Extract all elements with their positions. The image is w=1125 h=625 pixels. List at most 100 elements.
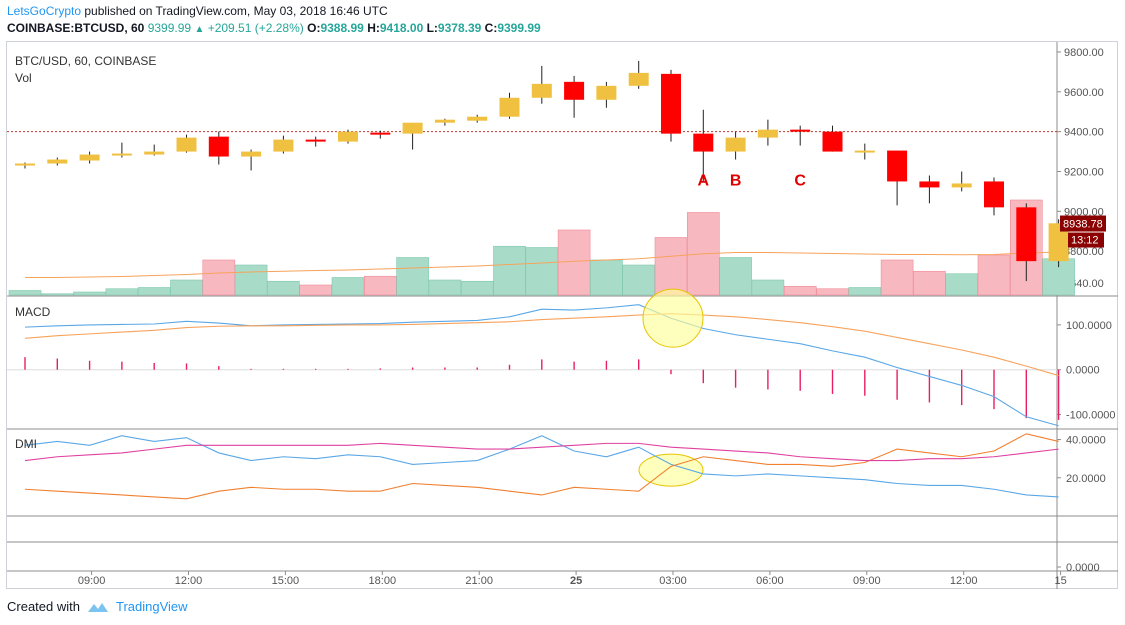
time-axis-label: 21:00 <box>465 575 493 587</box>
macd-axis-label: -100.0000 <box>1066 410 1116 422</box>
candle-body <box>1048 223 1069 262</box>
volume-ma-line <box>25 251 1059 278</box>
symbol-quote: COINBASE:BTCUSD, 60 9399.99 ▲ +209.51 (+… <box>7 21 541 35</box>
volume-bar <box>105 288 139 296</box>
candle-body <box>176 137 197 152</box>
time-axis-label: 06:00 <box>756 575 784 587</box>
volume-bar <box>331 277 365 296</box>
price-tag <box>1060 215 1106 232</box>
close-value: 9399.99 <box>497 21 541 35</box>
publisher-link[interactable]: LetsGoCrypto <box>7 4 82 18</box>
volume-bar <box>751 279 785 296</box>
macd-signal-line <box>24 313 1059 377</box>
price-axis-label: 9000.00 <box>1064 206 1104 218</box>
volume-bar <box>299 284 333 296</box>
volume-bar <box>428 279 462 296</box>
dmi-plus-line <box>24 435 1059 498</box>
candle-body <box>790 129 811 132</box>
last-price: 9399.99 <box>147 21 192 35</box>
candle-body <box>693 133 714 152</box>
tradingview-link[interactable]: TradingView <box>115 599 188 614</box>
adx-line <box>24 442 1059 462</box>
volume-bar <box>977 254 1011 296</box>
price-change: +209.51 (+2.28%) <box>207 21 304 35</box>
tradingview-logo-icon <box>87 602 108 612</box>
annotation-label: B <box>730 172 742 189</box>
chart-canvas[interactable]: 9800.00 9600.00 9400.00 9200.00 9000.00 8800.… <box>0 0 1125 600</box>
high-label: H: <box>367 21 380 35</box>
candle-body <box>725 137 746 152</box>
candle-body <box>208 136 229 157</box>
volume-bar <box>880 259 914 296</box>
low-value: 9378.39 <box>437 21 482 35</box>
volume-bar <box>234 264 268 296</box>
footer: Created with TradingView <box>7 599 188 614</box>
time-axis-label: 15 <box>1054 575 1066 587</box>
candle-body <box>984 181 1004 208</box>
candle-body <box>919 181 940 188</box>
volume-bar <box>40 293 74 296</box>
volume-bar <box>137 287 171 296</box>
dmi-axis-label: 40.0000 <box>1066 435 1106 447</box>
price-tag-label: 8938.78 <box>1063 219 1103 231</box>
candle-body <box>854 150 875 153</box>
volume-bar <box>493 245 526 296</box>
symbol-label: COINBASE:BTCUSD, 60 <box>7 21 145 35</box>
volume-bar <box>783 285 817 296</box>
candle-body <box>144 151 165 155</box>
volume-bar <box>557 229 591 296</box>
low-label: L: <box>426 21 438 35</box>
price-axis-label: 9800.00 <box>1064 47 1104 59</box>
dmi-axis-label: 20.0000 <box>1066 473 1106 485</box>
candle-body <box>757 129 778 138</box>
candle-body <box>370 132 391 135</box>
candle-body <box>628 72 649 86</box>
volume-bar <box>848 287 882 296</box>
candle-body <box>241 151 262 157</box>
candle-body <box>1016 207 1037 262</box>
time-axis-label: 18:00 <box>369 575 397 587</box>
time-axis-label: 09:00 <box>853 575 881 587</box>
macd-axis-label: 0.0000 <box>1066 365 1100 377</box>
annotation-label: C <box>794 172 806 189</box>
candle-body <box>305 139 326 142</box>
volume-bar <box>267 280 300 296</box>
volume-bar <box>945 273 979 296</box>
open-value: 9388.99 <box>320 21 364 35</box>
published-text: published on TradingView.com, May 03, 20… <box>81 4 388 18</box>
candle-body <box>531 83 552 98</box>
volume-bar <box>816 288 849 296</box>
volume-bar <box>719 257 752 296</box>
annotation-label: A <box>698 172 710 189</box>
price-pane-subtitle: Vol <box>15 71 32 85</box>
close-label: C: <box>484 21 498 35</box>
volume-bar <box>460 280 494 296</box>
time-axis-label: 03:00 <box>659 575 687 587</box>
created-with-text: Created with <box>7 599 80 614</box>
volume-bar <box>363 275 397 296</box>
volume-bar <box>73 291 106 296</box>
macd-crossover-highlight <box>642 288 704 348</box>
candle-body <box>499 97 520 117</box>
candle-body <box>822 131 843 152</box>
candle-body <box>15 163 35 166</box>
price-axis-label: 9200.00 <box>1064 166 1104 178</box>
volume-bar <box>622 264 656 296</box>
up-arrow-icon: ▲ <box>194 24 205 35</box>
candle-body <box>467 116 488 121</box>
candle-body <box>79 154 100 161</box>
volume-bar <box>590 259 623 296</box>
candle-body <box>564 81 585 100</box>
high-value: 9418.00 <box>379 21 424 35</box>
price-axis-label: 9400.00 <box>1064 127 1104 139</box>
macd-pane-title: MACD <box>15 305 51 319</box>
candle-body <box>47 159 68 164</box>
price-pane-title: BTC/USD, 60, COINBASE <box>15 54 156 68</box>
volume-bar <box>202 259 236 296</box>
dmi-crossover-highlight <box>638 453 704 487</box>
time-axis-label: 09:00 <box>78 575 106 587</box>
price-axis-label: 8800.00 <box>1064 246 1104 258</box>
timer-label: 13:12 <box>1071 235 1099 247</box>
dmi-pane-title: DMI <box>15 437 37 451</box>
volume-bar <box>525 247 559 296</box>
